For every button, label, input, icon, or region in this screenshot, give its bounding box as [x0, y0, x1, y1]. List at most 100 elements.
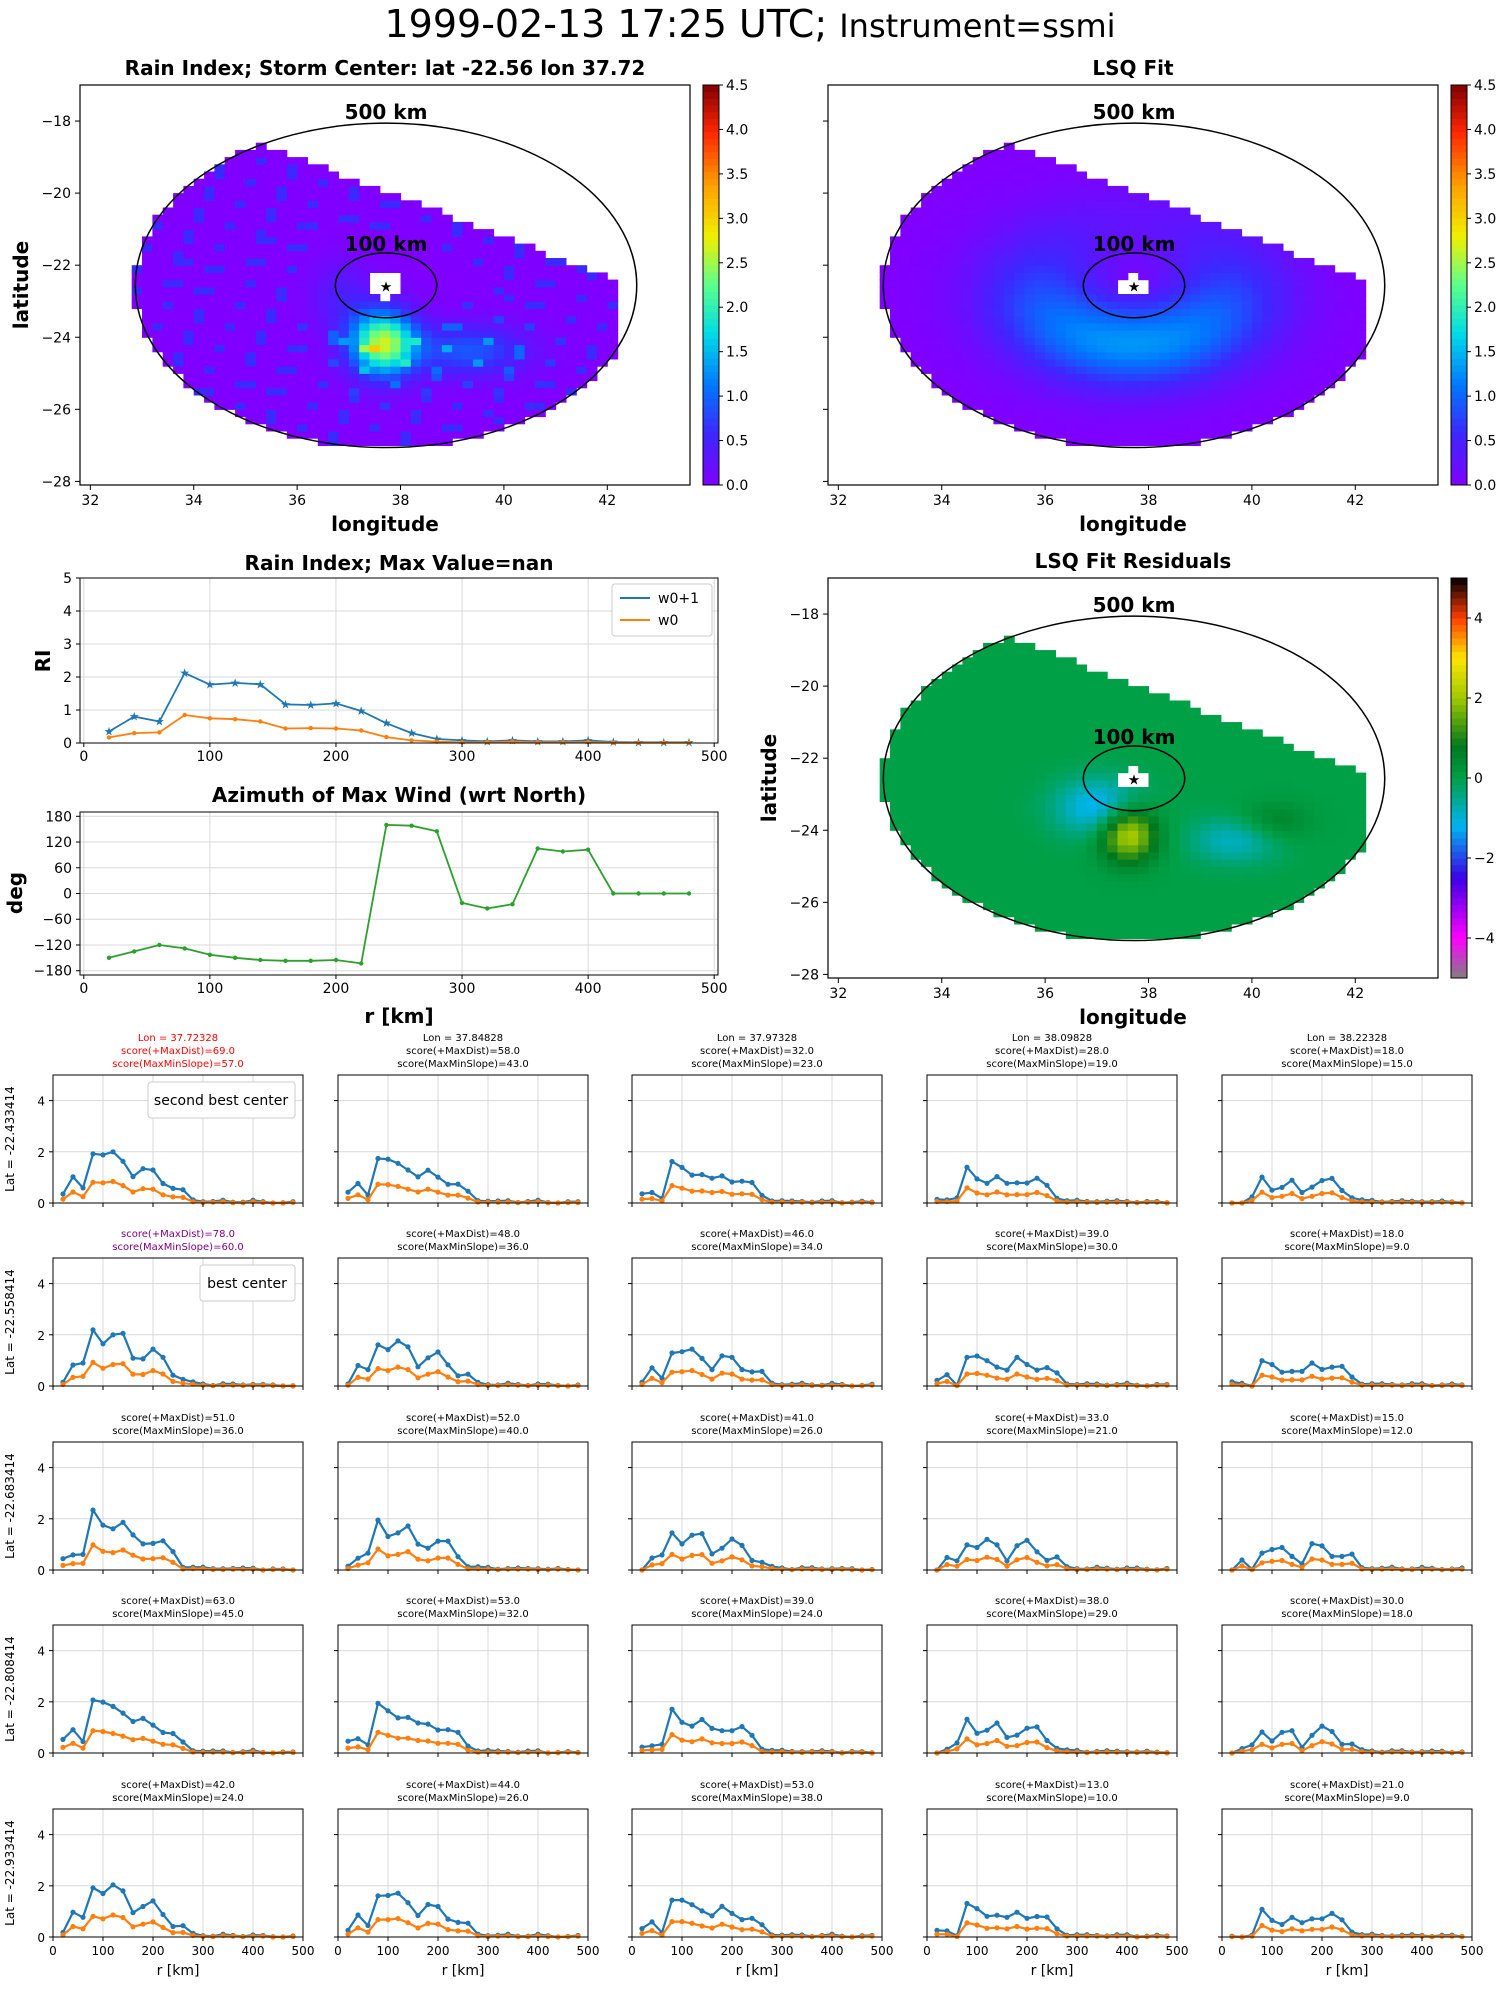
fit-map-cell — [1344, 272, 1356, 281]
rain-map-cell — [307, 272, 319, 281]
fit-map-cell — [1065, 250, 1077, 259]
resid-map-cell — [921, 751, 932, 759]
rain-map-cell — [162, 301, 174, 309]
rain-map-cell — [359, 279, 371, 288]
resid-map-cell — [1334, 837, 1346, 846]
fit-colorbar-step — [1451, 418, 1467, 426]
fit-map-cell — [1262, 402, 1274, 410]
fit-map-cell — [910, 322, 922, 331]
rain-index-chart-ytick-label: 0 — [63, 736, 72, 752]
resid-map-cell — [1076, 844, 1087, 853]
fit-map-cell — [1065, 423, 1077, 432]
fit-map-cell — [952, 351, 963, 360]
fit-map-cell — [1045, 315, 1056, 324]
resid-map-cell — [1096, 873, 1108, 882]
azimuth-chart-ytick-label: 180 — [45, 809, 72, 825]
resid-map-cell — [1034, 743, 1046, 752]
resid-map-cell — [1231, 808, 1243, 817]
azimuth-chart-series-line — [108, 823, 689, 965]
rain-index-chart-ytick-label: 1 — [63, 703, 72, 719]
fit-map-cell — [1231, 243, 1243, 252]
fit-map-cell — [1179, 337, 1191, 346]
fit-map-cell — [1076, 279, 1087, 288]
rain-map-cell — [286, 409, 298, 418]
subplot-r1-c1-point — [110, 1149, 116, 1155]
rain-map-cell — [576, 272, 588, 281]
fit-map-cell — [1045, 330, 1056, 338]
resid-map-cell — [1210, 765, 1222, 774]
subplot-r1-c2-frame — [337, 1074, 589, 1204]
fit-map-cell — [1014, 373, 1025, 382]
fit-map-cell — [1241, 402, 1253, 410]
fit-map-cell — [983, 185, 994, 194]
resid-map-cell — [1065, 916, 1077, 925]
fit-map-cell — [1179, 236, 1191, 245]
fit-map-cell — [1117, 265, 1129, 273]
resid-map-cell — [1138, 686, 1150, 694]
rain-map-cell — [421, 373, 433, 382]
fit-map-cell — [1003, 366, 1015, 374]
rain-map-cell — [338, 294, 350, 302]
subplot-r2-c1-point — [140, 1356, 146, 1362]
fit-map-cell — [1117, 416, 1129, 425]
fit-map-cell — [1324, 308, 1336, 317]
rain-map-cell — [193, 351, 205, 360]
rain-map-cell — [462, 258, 474, 266]
fit-map-cell — [1045, 157, 1056, 165]
resid-map-cell — [962, 664, 974, 673]
resid-map-cell — [1096, 931, 1108, 939]
fit-map-cell — [1045, 286, 1056, 295]
fit-map-cell — [952, 373, 963, 382]
rain-map-cell — [421, 315, 433, 324]
fit-map-cell — [1231, 351, 1243, 360]
fit-map-cell — [1210, 358, 1222, 367]
resid-map-cell — [1107, 830, 1119, 839]
resid-map-cell — [1231, 887, 1243, 896]
resid-map-cell — [1231, 722, 1243, 730]
fit-map-cell — [1220, 380, 1232, 389]
fit-colorbar-step — [1451, 458, 1467, 466]
fit-map-cell — [941, 315, 953, 324]
resid-map-cell — [962, 808, 974, 817]
resid-map-cell — [962, 815, 974, 824]
resid-map-cell — [1210, 887, 1222, 896]
resid-map-cell — [931, 859, 943, 867]
fit-map-cell — [1045, 423, 1056, 432]
fit-map-cell — [983, 409, 994, 418]
resid-map-cell — [1169, 707, 1181, 716]
resid-map-cell — [983, 743, 994, 752]
rain-map-cell — [204, 394, 215, 403]
resid-map-cell — [1220, 772, 1232, 781]
rain-colorbar-tick-label: 1.5 — [726, 345, 748, 361]
rain-map-xtick-label: 40 — [495, 493, 513, 509]
resid-map-cell — [1344, 808, 1356, 817]
fit-map-cell — [1003, 394, 1015, 403]
rain-index-legend: w0+1w0 — [611, 583, 713, 637]
azimuth-chart-ytick-label: 0 — [63, 887, 72, 903]
fit-map-cell — [1076, 344, 1087, 353]
fit-map-cell — [1355, 330, 1367, 338]
rain-map-cell — [307, 344, 319, 353]
resid-colorbar-step — [1451, 604, 1467, 612]
fit-map-cell — [931, 330, 943, 338]
rain-map-cell — [266, 301, 277, 309]
resid-map-cell — [1055, 837, 1067, 846]
resid-map-cell — [972, 772, 984, 781]
subplot-r1-c1-point — [180, 1187, 186, 1193]
rain-colorbar-step — [703, 165, 719, 173]
rain-map-cell — [431, 322, 443, 331]
resid-map-cell — [1210, 851, 1222, 860]
fit-map-cell — [962, 337, 974, 346]
fit-map-cell — [993, 308, 1005, 317]
fit-map-cell — [1034, 200, 1046, 209]
fit-map-cell — [983, 330, 994, 338]
fit-map-cell — [1158, 301, 1170, 309]
fit-map-cell — [962, 294, 974, 302]
fit-map-cell — [1065, 337, 1077, 346]
resid-map-cell — [1086, 693, 1098, 702]
resid-map-cell — [1179, 794, 1191, 802]
resid-map-cell — [1262, 830, 1274, 839]
fit-map-cell — [1014, 207, 1025, 216]
fit-map-cell — [1086, 236, 1098, 245]
